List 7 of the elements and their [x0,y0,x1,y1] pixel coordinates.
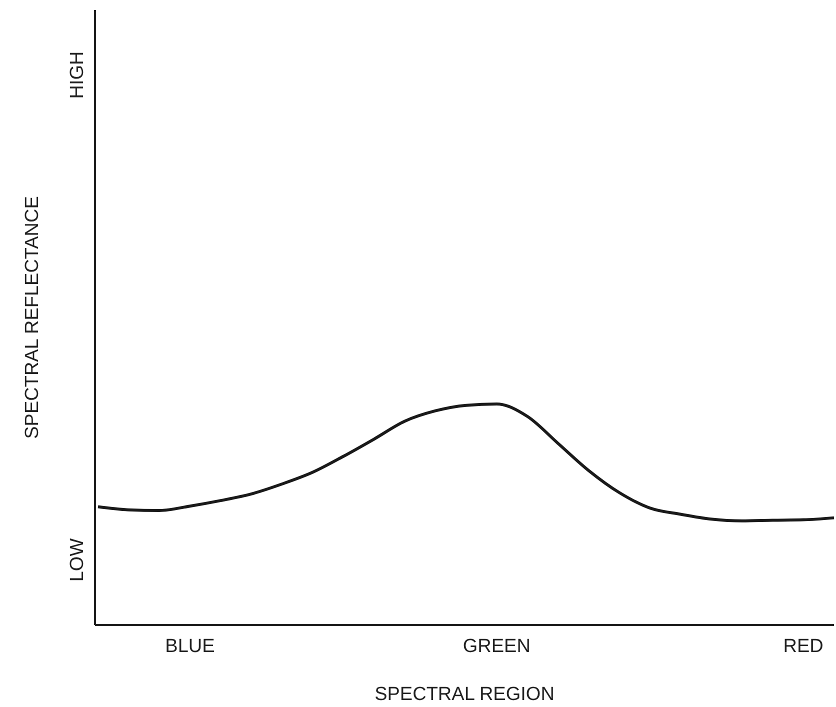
text: HIGH [67,51,88,99]
x-axis-title: SPECTRAL REGION [374,684,554,705]
x-tick-label: GREEN [462,636,530,657]
y-axis-title: SPECTRAL REFLECTANCE [22,196,43,439]
x-tick-label: RED [783,636,824,657]
text: LOW [67,538,88,582]
x-tick-label: BLUE [165,636,215,657]
